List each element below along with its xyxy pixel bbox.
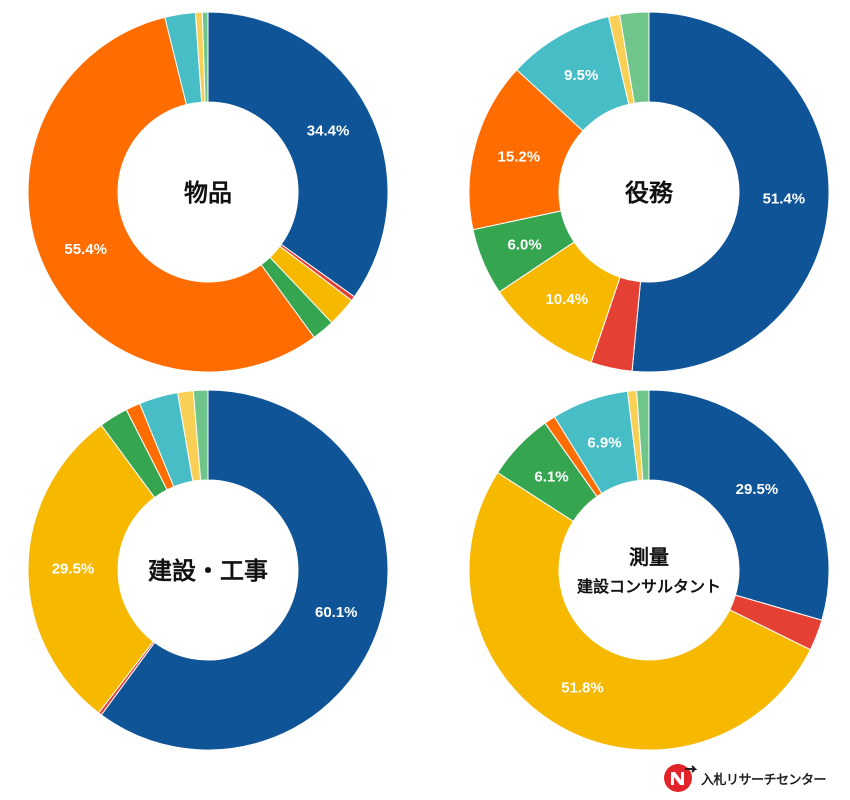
slice-label: 15.2%: [498, 148, 541, 165]
center-title: 建設・工事: [148, 557, 268, 585]
slice-label: 55.4%: [64, 241, 107, 258]
donut-slice: [631, 11, 830, 373]
brand-logo: 入札リサーチセンター: [663, 763, 827, 793]
brand-name: 入札リサーチセンター: [701, 772, 827, 788]
slice-label: 60.1%: [315, 604, 358, 621]
center-title: 測量: [629, 545, 669, 569]
donut-slice: [648, 389, 830, 621]
donut-slice: [27, 424, 156, 714]
center-title: 役務: [625, 179, 674, 207]
donut-chart-2: 51.4% 10.4% 6.0% 15.2% 9.5% 役務: [468, 11, 830, 373]
donut-slice: [619, 11, 650, 104]
center-title: 物品: [184, 179, 232, 207]
slice-label: 6.9%: [587, 435, 621, 452]
nyusatsu-logo-icon: [664, 764, 697, 792]
donut-slice: [207, 11, 389, 298]
slice-label: 51.4%: [763, 190, 806, 207]
slice-label: 6.1%: [534, 469, 568, 486]
donut-slice: [192, 389, 209, 481]
slice-label: 9.5%: [564, 67, 598, 84]
donut-slice: [201, 11, 209, 103]
slice-label: 51.8%: [561, 679, 604, 696]
slice-label: 6.0%: [508, 237, 542, 254]
donut-slice: [27, 16, 315, 373]
donut-slice: [468, 471, 812, 751]
center-title: 建設コンサルタント: [577, 577, 721, 596]
slice-label: 34.4%: [307, 122, 350, 139]
donut-slice: [636, 389, 650, 481]
donut-slice: [100, 389, 389, 751]
donut-chart-3: 60.1% 29.5% 建設・工事: [27, 389, 389, 751]
donut-chart-1: 34.4% 55.4% 物品: [27, 11, 389, 373]
slice-label: 29.5%: [52, 561, 95, 578]
donut-slice: [468, 69, 584, 231]
slice-label: 10.4%: [546, 291, 589, 308]
slice-label: 29.5%: [736, 481, 779, 498]
